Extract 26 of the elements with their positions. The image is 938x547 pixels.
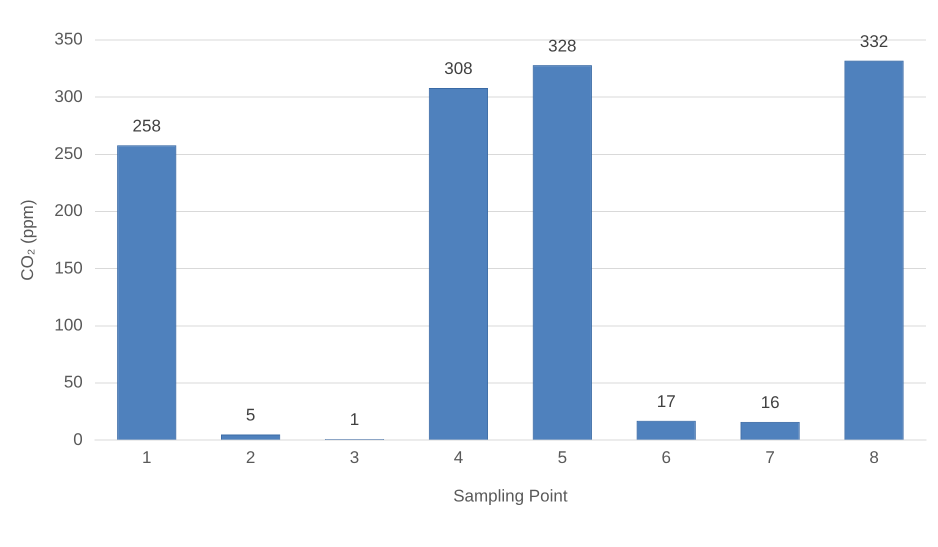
y-tick-label: 300 <box>54 86 83 106</box>
data-label: 1 <box>350 410 360 430</box>
y-tick-label: 150 <box>54 258 83 278</box>
x-tick-label: 5 <box>558 448 568 468</box>
y-tick-label: 50 <box>64 372 83 392</box>
x-tick-label: 7 <box>765 448 775 468</box>
x-tick-label: 4 <box>454 448 464 468</box>
x-tick-label: 3 <box>350 448 360 468</box>
x-tick-label: 1 <box>142 448 152 468</box>
data-label: 258 <box>132 116 161 136</box>
x-axis-title: Sampling Point <box>453 486 568 506</box>
data-label: 17 <box>656 392 676 411</box>
y-tick-label: 350 <box>54 30 83 49</box>
y-tick-label: 200 <box>54 201 83 220</box>
data-label: 16 <box>760 393 780 412</box>
x-tick-label: 8 <box>869 448 879 468</box>
data-label: 332 <box>860 32 888 51</box>
data-label: 308 <box>444 59 473 78</box>
y-tick-label: 250 <box>54 144 83 164</box>
y-tick-label: 100 <box>54 316 83 335</box>
x-tick-label: 6 <box>662 448 671 468</box>
y-axis-title: CO₂ (ppm) <box>18 199 37 281</box>
data-label: 328 <box>548 36 577 56</box>
y-tick-label: 0 <box>73 430 83 449</box>
x-tick-label: 2 <box>246 448 256 468</box>
data-label: 5 <box>246 406 256 425</box>
